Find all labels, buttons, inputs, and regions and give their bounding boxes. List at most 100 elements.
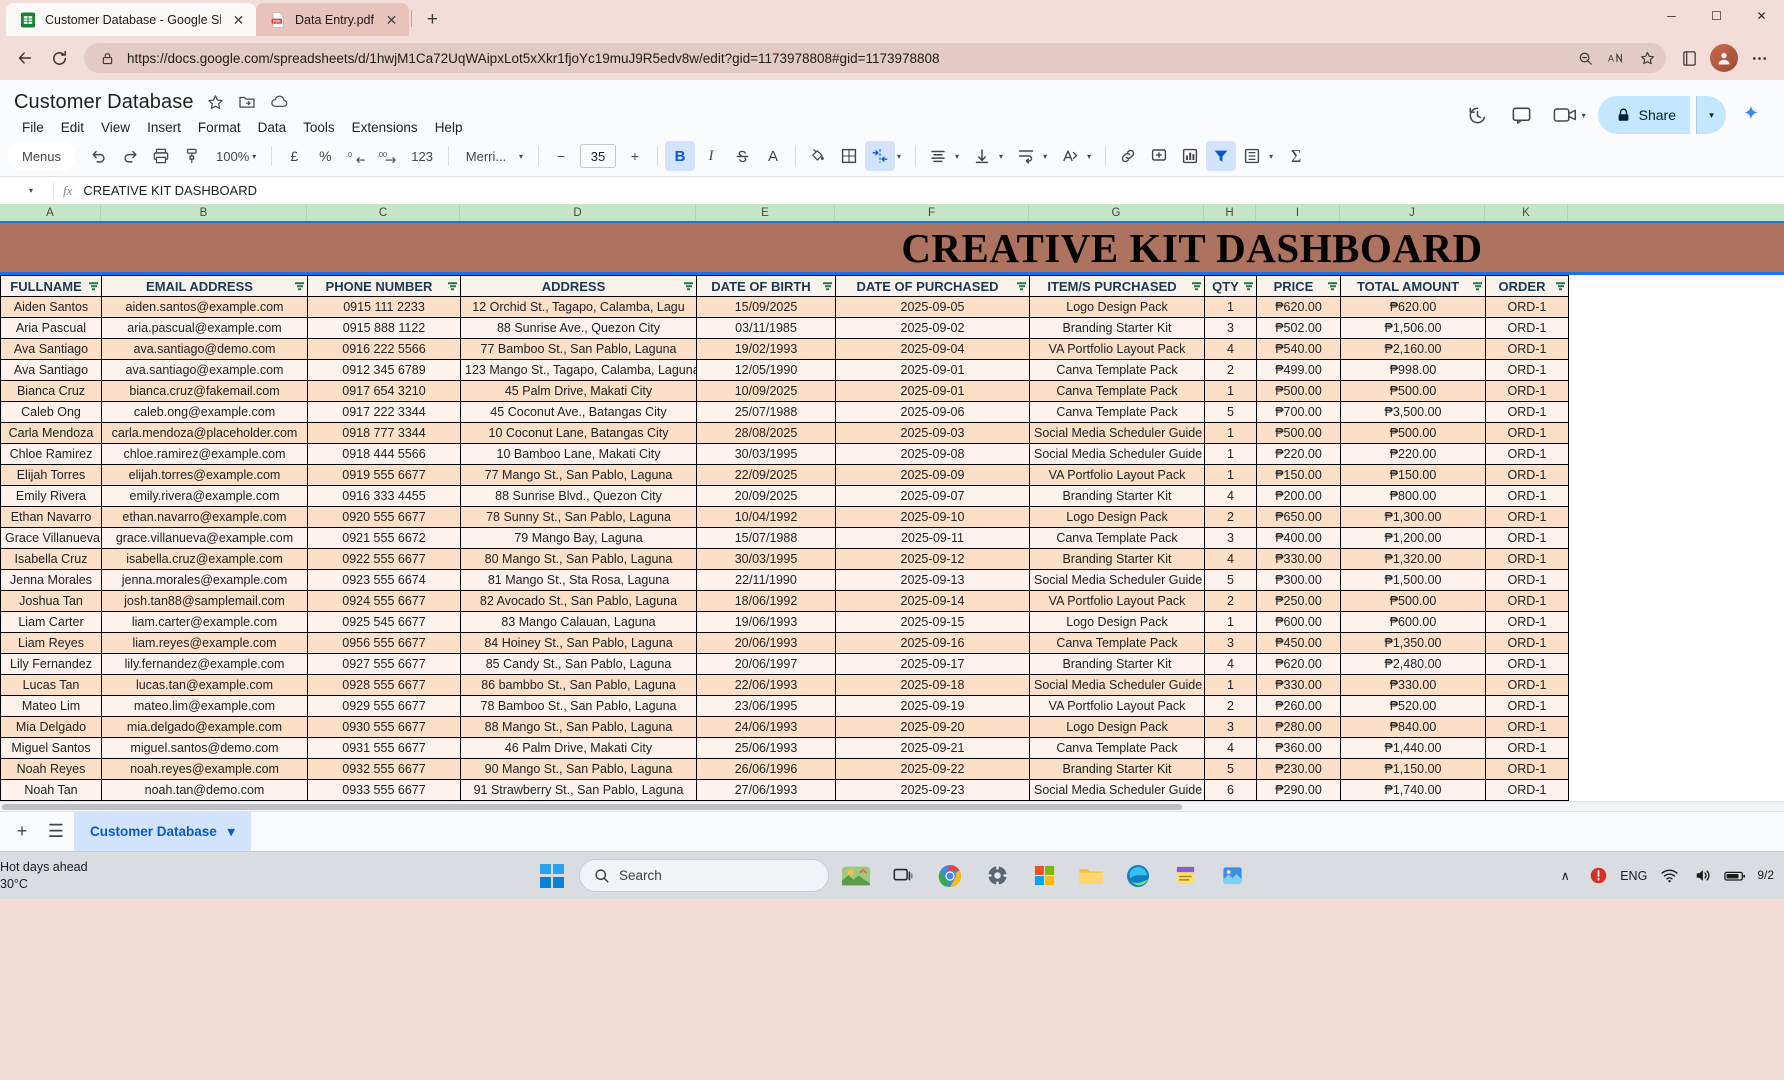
table-cell[interactable]: Noah Tan xyxy=(0,779,102,801)
table-cell[interactable]: ORD-1 xyxy=(1485,443,1569,465)
table-cell[interactable]: 28/08/2025 xyxy=(696,422,836,444)
table-cell[interactable]: 24/06/1993 xyxy=(696,716,836,738)
table-cell[interactable]: ORD-1 xyxy=(1485,401,1569,423)
table-cell[interactable]: 2 xyxy=(1204,359,1257,381)
table-cell[interactable]: 0915 111 2233 xyxy=(307,296,461,318)
table-cell[interactable]: 2025-09-16 xyxy=(835,632,1030,654)
table-row[interactable]: Caleb Ong caleb.ong@example.com 0917 222 3… xyxy=(0,401,1569,423)
table-cell[interactable]: 20/09/2025 xyxy=(696,485,836,507)
table-cell[interactable]: miguel.santos@demo.com xyxy=(101,737,308,759)
table-cell[interactable]: 88 Sunrise Blvd., Quezon City xyxy=(460,485,697,507)
table-cell[interactable]: ₱450.00 xyxy=(1256,632,1341,654)
font-size-input[interactable]: 35 xyxy=(580,144,617,168)
paint-format-icon[interactable] xyxy=(177,141,207,171)
table-cell[interactable]: Branding Starter Kit xyxy=(1029,317,1205,339)
table-cell[interactable]: Miguel Santos xyxy=(0,737,102,759)
share-dropdown-caret[interactable]: ▾ xyxy=(1696,96,1726,134)
table-cell[interactable]: 0922 555 6677 xyxy=(307,548,461,570)
table-cell[interactable]: 4 xyxy=(1204,338,1257,360)
table-cell[interactable]: VA Portfolio Layout Pack xyxy=(1029,464,1205,486)
filter-icon[interactable] xyxy=(823,282,832,290)
table-cell[interactable]: ORD-1 xyxy=(1485,296,1569,318)
percent-format-button[interactable]: % xyxy=(319,148,332,164)
table-cell[interactable]: Liam Reyes xyxy=(0,632,102,654)
table-cell[interactable]: Branding Starter Kit xyxy=(1029,758,1205,780)
windows-start-icon[interactable] xyxy=(532,856,572,896)
table-cell[interactable]: ₱330.00 xyxy=(1340,674,1486,696)
table-cell[interactable]: Lucas Tan xyxy=(0,674,102,696)
show-hidden-icons-chevron[interactable]: ∧ xyxy=(1560,869,1570,883)
table-cell[interactable]: 0931 555 6677 xyxy=(307,737,461,759)
table-cell[interactable]: ava.santiago@demo.com xyxy=(101,338,308,360)
table-row[interactable]: Lucas Tan lucas.tan@example.com 0928 555 6… xyxy=(0,674,1569,696)
table-cell[interactable]: josh.tan88@samplemail.com xyxy=(101,590,308,612)
table-row[interactable]: Aiden Santos aiden.santos@example.com 0915… xyxy=(0,296,1569,318)
table-cell[interactable]: 6 xyxy=(1204,779,1257,801)
menu-edit[interactable]: Edit xyxy=(60,120,85,135)
table-cell[interactable]: ₱500.00 xyxy=(1340,380,1486,402)
filter-icon[interactable] xyxy=(89,282,98,290)
favorite-star-icon[interactable] xyxy=(1636,47,1658,69)
table-cell[interactable]: ₱330.00 xyxy=(1256,674,1341,696)
table-cell[interactable]: ORD-1 xyxy=(1485,464,1569,486)
table-cell[interactable]: 23/06/1995 xyxy=(696,695,836,717)
table-cell[interactable]: chloe.ramirez@example.com xyxy=(101,443,308,465)
table-cell[interactable]: 85 Candy St., San Pablo, Laguna xyxy=(460,653,697,675)
table-cell[interactable]: 20/06/1997 xyxy=(696,653,836,675)
filter-icon[interactable] xyxy=(684,282,693,290)
table-cell[interactable]: 4 xyxy=(1204,485,1257,507)
table-cell[interactable]: mia.delgado@example.com xyxy=(101,716,308,738)
table-cell[interactable]: ₱1,200.00 xyxy=(1340,527,1486,549)
table-cell[interactable]: 2025-09-13 xyxy=(835,569,1030,591)
table-cell[interactable]: Canva Template Pack xyxy=(1029,380,1205,402)
table-cell[interactable]: 1 xyxy=(1204,422,1257,444)
table-cell[interactable]: 2025-09-06 xyxy=(835,401,1030,423)
table-cell[interactable]: ₱230.00 xyxy=(1256,758,1341,780)
chrome-icon[interactable] xyxy=(930,856,970,896)
table-cell[interactable]: Social Media Scheduler Guide xyxy=(1029,422,1205,444)
table-cell[interactable]: ₱260.00 xyxy=(1256,695,1341,717)
table-cell[interactable]: 2025-09-18 xyxy=(835,674,1030,696)
table-cell[interactable]: 26/06/1996 xyxy=(696,758,836,780)
table-cell[interactable]: ORD-1 xyxy=(1485,569,1569,591)
table-cell[interactable]: Joshua Tan xyxy=(0,590,102,612)
chevron-down-icon[interactable]: ▾ xyxy=(1269,151,1274,161)
table-row[interactable]: Miguel Santos miguel.santos@demo.com 0931 … xyxy=(0,737,1569,759)
table-cell[interactable]: 2 xyxy=(1204,695,1257,717)
text-color-button[interactable]: A xyxy=(768,147,779,165)
table-cell[interactable]: liam.reyes@example.com xyxy=(101,632,308,654)
table-cell[interactable]: elijah.torres@example.com xyxy=(101,464,308,486)
formula-input[interactable]: CREATIVE KIT DASHBOARD xyxy=(83,183,257,198)
chevron-down-icon[interactable]: ▾ xyxy=(1581,110,1586,120)
notes-icon[interactable] xyxy=(1165,856,1205,896)
table-cell[interactable]: 0923 555 6674 xyxy=(307,569,461,591)
chevron-down-icon[interactable]: ▾ xyxy=(897,151,902,161)
table-cell[interactable]: Canva Template Pack xyxy=(1029,737,1205,759)
table-cell[interactable]: ₱500.00 xyxy=(1256,380,1341,402)
insert-link-icon[interactable] xyxy=(1113,141,1143,171)
column-header-I[interactable]: I xyxy=(1256,204,1340,221)
font-family-selector[interactable]: Merri... xyxy=(456,141,516,171)
table-cell[interactable]: ORD-1 xyxy=(1485,632,1569,654)
decrease-decimal-button[interactable]: .0 xyxy=(341,141,371,171)
table-cell[interactable]: 03/11/1985 xyxy=(696,317,836,339)
table-cell[interactable]: ₱330.00 xyxy=(1256,548,1341,570)
filter-icon[interactable] xyxy=(1556,282,1565,290)
table-cell[interactable]: Ethan Navarro xyxy=(0,506,102,528)
table-cell[interactable]: 3 xyxy=(1204,632,1257,654)
table-cell[interactable]: ₱220.00 xyxy=(1340,443,1486,465)
table-row[interactable]: Carla Mendoza carla.mendoza@placeholder.c… xyxy=(0,422,1569,444)
page-title[interactable]: Customer Database xyxy=(14,90,194,113)
table-cell[interactable]: ORD-1 xyxy=(1485,779,1569,801)
settings-icon[interactable] xyxy=(977,856,1017,896)
table-cell[interactable]: 10/09/2025 xyxy=(696,380,836,402)
table-cell[interactable]: 0917 654 3210 xyxy=(307,380,461,402)
table-cell[interactable]: ₱1,506.00 xyxy=(1340,317,1486,339)
table-cell[interactable]: Elijah Torres xyxy=(0,464,102,486)
table-cell[interactable]: 22/09/2025 xyxy=(696,464,836,486)
table-cell[interactable]: ORD-1 xyxy=(1485,611,1569,633)
table-cell[interactable]: 18/06/1992 xyxy=(696,590,836,612)
table-cell[interactable]: ₱700.00 xyxy=(1256,401,1341,423)
table-cell[interactable]: 3 xyxy=(1204,716,1257,738)
column-header-G[interactable]: G xyxy=(1029,204,1204,221)
